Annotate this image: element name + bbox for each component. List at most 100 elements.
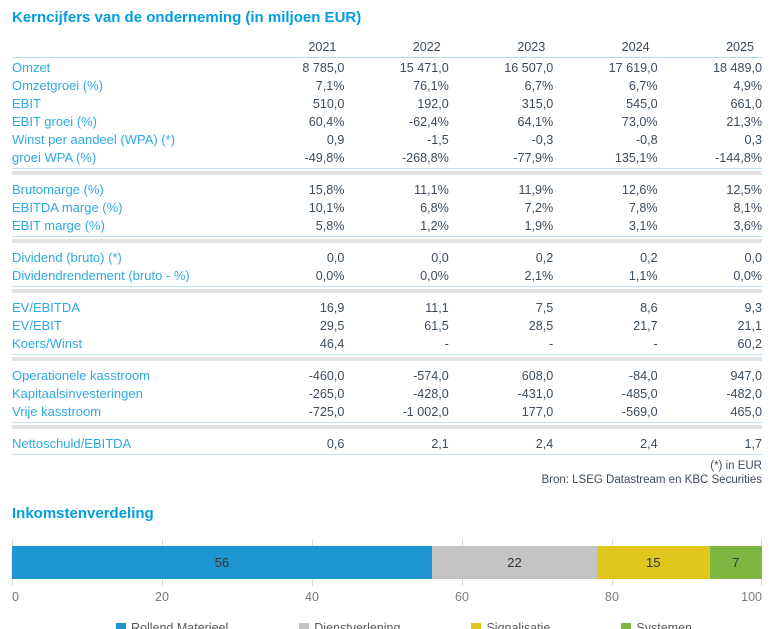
page-title: Kerncijfers van de onderneming (in miljo… <box>12 9 362 26</box>
table-row: Omzet 8 785,0 15 471,0 16 507,0 17 619,0 18 4… <box>12 59 762 77</box>
value-cell: 661,0 <box>730 97 763 111</box>
value-cell: 11,1% <box>414 183 449 197</box>
footnotes: (*) in EUR Bron: LSEG Datastream en KBC … <box>12 459 762 487</box>
value-cell: -84,0 <box>628 369 658 383</box>
table-row: EBIT 510,0 192,0 315,0 545,0 661,0 <box>12 95 762 113</box>
value-cell: -62,4% <box>408 115 449 129</box>
bar-segment: 15 <box>597 546 710 579</box>
value-cell: -574,0 <box>413 369 449 383</box>
value-cell: 73,0% <box>621 115 658 129</box>
section-separator <box>12 171 762 175</box>
value-cell: 0,0% <box>315 269 345 283</box>
value-cell: 7,8% <box>628 201 658 215</box>
table-row: Dividend (bruto) (*) 0,0 0,0 0,2 0,2 0,0 <box>12 249 762 267</box>
section-separator <box>12 239 762 243</box>
section-separator <box>12 357 762 361</box>
value-cell: 2,4 <box>535 437 554 451</box>
legend-label: Systemen <box>636 621 692 629</box>
value-cell: 1,1% <box>628 269 658 283</box>
value-cell: -569,0 <box>621 405 658 419</box>
table-section: EV/EBITDA 16,9 11,1 7,5 8,6 9,3 EV/EBIT 29,5 61,… <box>12 298 762 355</box>
table-row: EBIT marge (%) 5,8% 1,2% 1,9% 3,1% 3,6% <box>12 217 762 235</box>
legend-label: Dienstverlening <box>314 621 401 629</box>
value-cell: 6,8% <box>420 201 449 215</box>
table-row: groei WPA (%) -49,8% -268,8% -77,9% 135,1% -1… <box>12 149 762 167</box>
value-cell: 28,5 <box>528 319 554 333</box>
value-cell: -0,8 <box>635 133 658 147</box>
row-label: EV/EBITDA <box>12 300 80 315</box>
value-cell: 1,7 <box>744 437 763 451</box>
legend-item: Systemen <box>621 621 692 629</box>
table-row: Nettoschuld/EBITDA 0,6 2,1 2,4 2,4 1,7 <box>12 435 762 453</box>
value-cell: 11,9% <box>518 183 554 197</box>
value-cell: 64,1% <box>517 115 554 129</box>
value-cell: -482,0 <box>726 387 763 401</box>
value-cell: 135,1% <box>614 151 658 165</box>
table-row: Brutomarge (%) 15,8% 11,1% 11,9% 12,6% 12,5% <box>12 181 762 199</box>
legend-label: Signalisatie <box>486 621 551 629</box>
table-row: Winst per aandeel (WPA) (*) 0,9 -1,5 -0,3 -0… <box>12 131 762 149</box>
value-cell: 60,2 <box>737 337 763 351</box>
stacked-bar: 56 22 15 7 <box>12 546 762 579</box>
table-row: EBITDA marge (%) 10,1% 6,8% 7,2% 7,8% 8,1% <box>12 199 762 217</box>
value-cell: -0,3 <box>531 133 554 147</box>
bar-segment: 56 <box>12 546 432 579</box>
value-cell: 0,0 <box>744 251 763 265</box>
legend-color-marker <box>299 623 310 629</box>
legend-item: Signalisatie <box>471 621 550 629</box>
table-row: EV/EBITDA 16,9 11,1 7,5 8,6 9,3 <box>12 299 762 317</box>
value-cell: 0,0 <box>326 251 345 265</box>
row-label: Omzet <box>12 60 51 75</box>
legend-item: Dienstverlening <box>299 621 400 629</box>
value-cell: -428,0 <box>413 387 449 401</box>
value-cell: 0,6 <box>326 437 345 451</box>
value-cell: 46,4 <box>319 337 345 351</box>
value-cell: 7,2% <box>524 201 554 215</box>
row-label: Dividendrendement (bruto - %) <box>12 268 190 283</box>
value-cell: 7,1% <box>315 79 345 93</box>
legend-color-marker <box>116 623 126 629</box>
value-cell: -485,0 <box>621 387 658 401</box>
x-tick-label: 0 <box>12 590 19 604</box>
value-cell: -49,8% <box>304 151 345 165</box>
x-tick-label: 100 <box>741 590 762 604</box>
x-tick-label: 20 <box>155 590 169 604</box>
value-cell: 315,0 <box>521 97 554 111</box>
footnote-source: Bron: LSEG Datastream en KBC Securities <box>541 474 762 486</box>
table-header-row: 2021 2022 2023 2024 2025 <box>12 38 762 58</box>
row-label: EBIT groei (%) <box>12 114 98 129</box>
value-cell: 7,5 <box>535 301 554 315</box>
x-tick-label: 60 <box>455 590 469 604</box>
value-cell: 12,5% <box>726 183 763 197</box>
value-cell: 15,8% <box>308 183 345 197</box>
value-cell: 608,0 <box>521 369 554 383</box>
value-cell: 1,2% <box>420 219 449 233</box>
income-distribution-chart: 56 22 15 7 0 20 40 60 80 100 Rollend Materieel Di… <box>12 539 762 629</box>
row-label: Koers/Winst <box>12 336 83 351</box>
year-header: 2022 <box>412 40 441 54</box>
row-label: EBIT marge (%) <box>12 218 105 233</box>
legend-color-marker <box>471 623 482 629</box>
header-empty-cell <box>12 46 240 50</box>
value-cell: 9,3 <box>744 301 763 315</box>
value-cell: 3,1% <box>628 219 658 233</box>
value-cell: 0,2 <box>535 251 554 265</box>
value-cell: 2,1% <box>524 269 554 283</box>
section-separator <box>12 425 762 429</box>
value-cell: -460,0 <box>308 369 345 383</box>
value-cell: 76,1% <box>413 79 449 93</box>
chart-title: Inkomstenverdeling <box>12 505 154 522</box>
value-cell: 18 489,0 <box>713 61 763 75</box>
table-row: EBIT groei (%) 60,4% -62,4% 64,1% 73,0% 21,3% <box>12 113 762 131</box>
value-cell: - <box>653 337 658 351</box>
value-cell: 6,7% <box>628 79 658 93</box>
value-cell: 21,7 <box>633 319 658 333</box>
value-cell: -144,8% <box>715 151 763 165</box>
table-row: Koers/Winst 46,4 - - - 60,2 <box>12 335 762 353</box>
table-row: Vrije kasstroom -725,0 -1 002,0 177,0 -569,0… <box>12 403 762 421</box>
value-cell: 12,6% <box>621 183 658 197</box>
table-section: Dividend (bruto) (*) 0,0 0,0 0,2 0,2 0,0 Divid… <box>12 248 762 287</box>
table-section: Omzet 8 785,0 15 471,0 16 507,0 17 619,0 18 4… <box>12 58 762 169</box>
row-label: EBIT <box>12 96 41 111</box>
